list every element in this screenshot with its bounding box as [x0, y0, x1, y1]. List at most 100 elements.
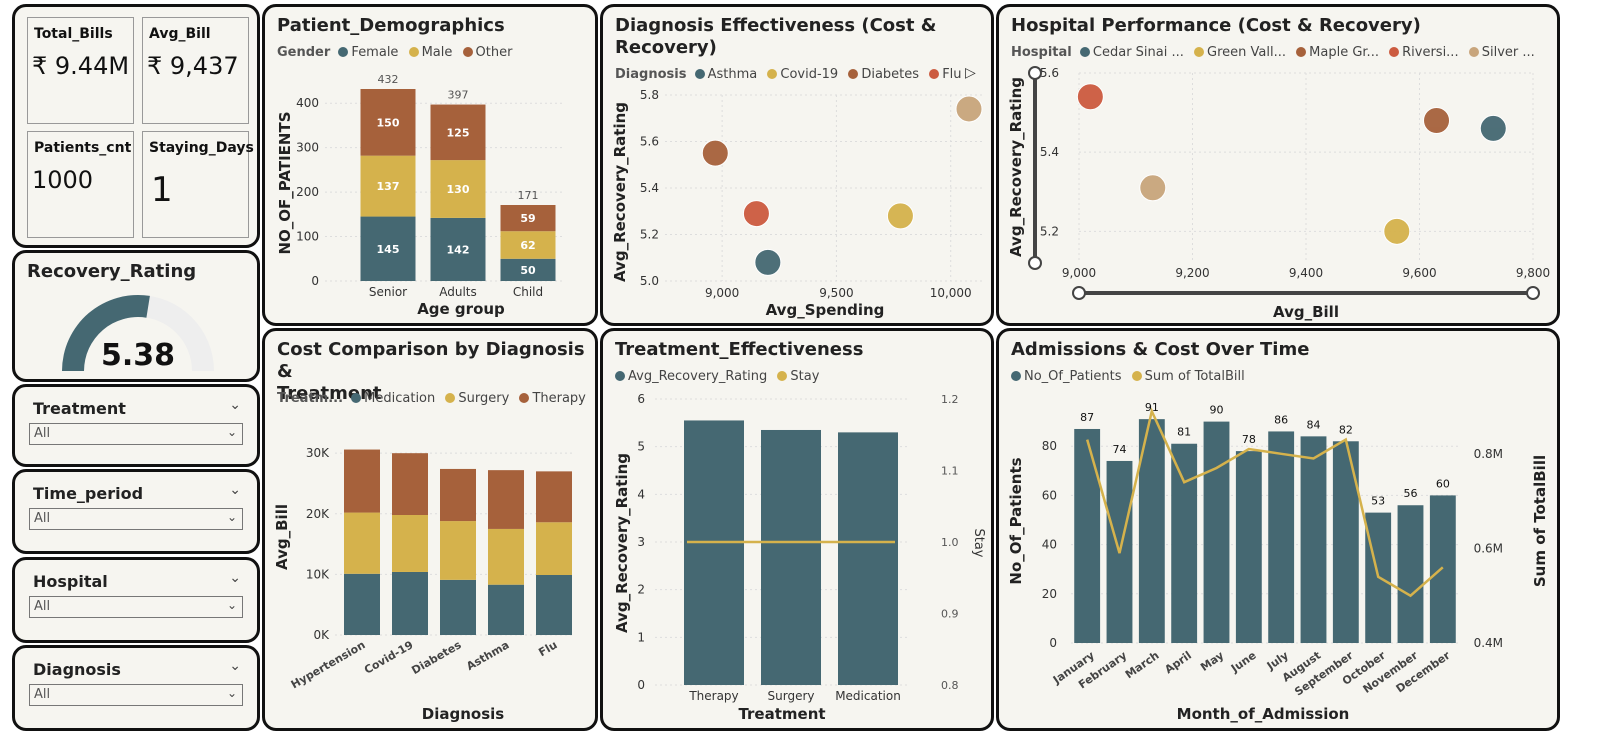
slicer-treatment[interactable]: Treatment ⌄ All ⌄	[12, 384, 260, 467]
data-label: 87	[1080, 411, 1094, 424]
cost-comparison-panel: Cost Comparison by Diagnosis & Treatment …	[262, 328, 598, 731]
legend-item[interactable]: Flu	[929, 67, 962, 82]
y-tick-label: 4	[637, 487, 645, 501]
bar	[1397, 505, 1424, 643]
kpi-label: Staying_Days	[149, 140, 254, 156]
legend-item[interactable]: Female	[338, 45, 398, 60]
scatter-point	[955, 95, 983, 123]
scatter-point	[742, 200, 770, 228]
legend-item[interactable]: Maple Gr...	[1296, 45, 1379, 60]
legend-item[interactable]: Silver ...	[1468, 45, 1535, 60]
legend-item[interactable]: Avg_Recovery_Rating	[615, 369, 767, 384]
x-tick-label: Therapy	[688, 689, 738, 703]
legend-item[interactable]: Covid-19	[767, 67, 838, 82]
bar	[1268, 431, 1295, 643]
legend-item[interactable]: Asthma	[694, 67, 757, 82]
legend: Treatm... Medication Surgery Therapy	[277, 391, 592, 406]
y-tick-label: 200	[296, 185, 319, 199]
slicer-hospital[interactable]: Hospital ⌄ All ⌄	[12, 557, 260, 643]
legend-item[interactable]: Male	[408, 45, 452, 60]
hospital-scatter-chart: 5.2 5.4 5.6 9,000 9,200 9,400 9,600 9,800 Avg_Bi…	[1007, 66, 1550, 321]
legend-item[interactable]: Medication	[351, 391, 435, 406]
y-axis-title: Avg_Recovery_Rating	[1007, 77, 1025, 257]
admissions-panel: Admissions & Cost Over Time No_Of_Patien…	[996, 328, 1560, 731]
legend: No_Of_Patients Sum of TotalBill	[1011, 369, 1251, 384]
bar	[1332, 441, 1359, 643]
y2-axis-title: Sum of TotalBill	[1531, 455, 1549, 587]
data-label: 142	[447, 243, 470, 256]
y-axis-title: Avg_Recovery_Rating	[613, 453, 631, 633]
x-axis-title: Avg_Spending	[766, 301, 885, 319]
chevron-down-icon[interactable]: ⌄	[229, 570, 241, 586]
legend-item[interactable]: Sum of TotalBill	[1131, 369, 1245, 384]
chevron-down-icon[interactable]: ⌄	[229, 658, 241, 674]
diagnosis-dropdown[interactable]: All ⌄	[29, 684, 243, 706]
x-tick-label: Asthma	[464, 638, 511, 673]
bar-segment	[430, 160, 486, 218]
kpi-patients-cnt: Patients_cnt 1000	[27, 131, 134, 238]
admissions-chart: 0204060800.4M0.6M0.8M87January74February…	[1007, 401, 1549, 723]
legend-item[interactable]: Diabetes	[848, 67, 919, 82]
y-tick-label: 40	[1042, 538, 1057, 552]
scatter-point	[1383, 217, 1411, 245]
chevron-down-icon[interactable]: ⌄	[226, 425, 237, 439]
slicer-diagnosis[interactable]: Diagnosis ⌄ All ⌄	[12, 645, 260, 731]
chevron-down-icon[interactable]: ⌄	[226, 686, 237, 700]
treatment-effectiveness-chart: 0 1 2 3 4 5 6 0.8 0.9 1.0 1.1 1.2 Therapy Surgery Medi…	[613, 392, 986, 723]
bar-segment	[488, 584, 524, 635]
slicer-label: Time_period	[33, 484, 144, 503]
treatment-dropdown[interactable]: All ⌄	[29, 423, 243, 445]
slicer-label: Diagnosis	[33, 660, 121, 679]
scatter-point	[701, 139, 729, 167]
legend-item[interactable]: Green Vall...	[1194, 45, 1286, 60]
legend-label: Covid-19	[780, 67, 839, 82]
bar	[1429, 495, 1456, 643]
chevron-down-icon[interactable]: ⌄	[229, 397, 241, 413]
legend-item[interactable]: Riversi...	[1389, 45, 1459, 60]
patient-demographics-panel: Patient_Demographics Gender Female Male …	[262, 4, 598, 326]
legend-item[interactable]: Stay	[777, 369, 819, 384]
demographics-chart: 0 100 200 300 400 145 137 150 432 Senior 142 130 125…	[276, 73, 565, 318]
x-tick-label: Flu	[536, 638, 559, 659]
y2-tick-label: 1.1	[941, 465, 959, 478]
bar	[1074, 428, 1101, 643]
chevron-down-icon[interactable]: ⌄	[226, 598, 237, 612]
chevron-down-icon[interactable]: ⌄	[229, 482, 241, 498]
y2-tick-label: 0.9	[941, 608, 959, 621]
hospital-dropdown[interactable]: All ⌄	[29, 596, 243, 618]
legend-item[interactable]: Therapy	[519, 391, 586, 406]
scatter-point	[1423, 107, 1451, 134]
bar	[1300, 436, 1327, 643]
kpi-value: 1	[151, 170, 173, 210]
kpi-value: ₹ 9.44M	[32, 52, 130, 80]
bar-segment	[440, 468, 476, 522]
time-period-dropdown[interactable]: All ⌄	[29, 508, 243, 530]
bar-segment	[440, 579, 476, 635]
y2-axis-title: Stay	[971, 528, 986, 557]
total-bill-line	[1085, 407, 1444, 598]
bar-segment	[440, 521, 476, 580]
y-axis-title: NO_OF_PATIENTS	[276, 111, 294, 254]
legend-item[interactable]: No_Of_Patients	[1011, 369, 1122, 384]
y2-tick-label: 0.8	[941, 679, 959, 692]
bar-segment	[500, 258, 556, 281]
x-tick-label: Adults	[439, 285, 477, 299]
legend-item[interactable]: Other	[462, 45, 512, 60]
x-tick-label: Covid-19	[362, 638, 416, 676]
y2-tick-label: 1.2	[941, 393, 959, 406]
legend-label: Silver ...	[1481, 45, 1535, 60]
x-zoom-handle	[1526, 286, 1540, 300]
legend-next-icon[interactable]: ▷	[965, 65, 976, 81]
bar	[838, 432, 898, 685]
slicer-time-period[interactable]: Time_period ⌄ All ⌄	[12, 469, 260, 554]
data-label: 130	[447, 183, 470, 196]
bar-segment	[500, 205, 556, 232]
y-axis-title: No_Of_Patients	[1007, 457, 1025, 584]
chevron-down-icon[interactable]: ⌄	[226, 510, 237, 524]
legend-item[interactable]: Cedar Sinai ...	[1079, 45, 1184, 60]
hospital-performance-panel: Hospital Performance (Cost & Recovery) H…	[996, 4, 1560, 326]
data-label: 91	[1145, 401, 1159, 414]
kpi-staying-days: Staying_Days 1	[142, 131, 254, 238]
y-tick-label: 5.4	[640, 181, 659, 195]
legend-item[interactable]: Surgery	[445, 391, 509, 406]
